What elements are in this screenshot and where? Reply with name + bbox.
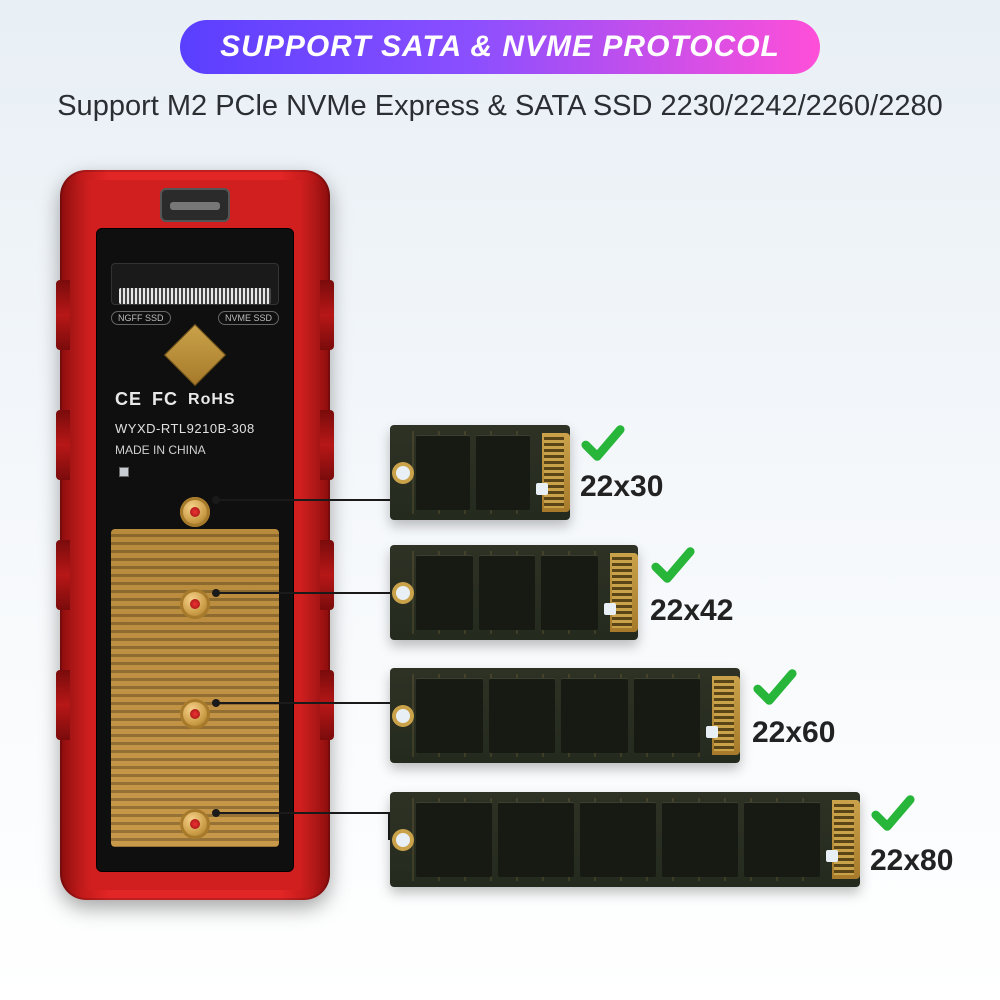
mounting-screw-2280	[180, 809, 210, 839]
ssd-chips	[416, 802, 820, 877]
chipset-cap	[164, 324, 226, 386]
ssd-mount-hole	[396, 586, 410, 600]
heatsink	[111, 529, 279, 847]
led-indicator	[119, 467, 129, 477]
ssd-chip	[476, 435, 530, 510]
heatsink-fins	[111, 529, 279, 847]
check-icon	[580, 420, 626, 466]
made-in: MADE IN CHINA	[115, 443, 206, 457]
ssd-chip	[580, 802, 656, 877]
enclosure-inner: NGFF SSD NVME SSD CE FC RoHS WYXD-RTL921…	[70, 180, 320, 890]
nvme-label: NVME SSD	[218, 311, 279, 325]
model-number: WYXD-RTL9210B-308	[115, 421, 255, 436]
ssd-enclosure: NGFF SSD NVME SSD CE FC RoHS WYXD-RTL921…	[60, 170, 330, 900]
ssd-chip	[498, 802, 574, 877]
ssd-2242	[390, 545, 638, 640]
ssd-chip	[416, 555, 473, 630]
ssd-key-notch	[536, 483, 548, 495]
lead-line	[216, 702, 390, 704]
ssd-chips	[416, 678, 700, 753]
ce-mark: CE	[115, 389, 142, 410]
size-label-2230: 22x30	[580, 470, 663, 504]
mounting-screw-2260	[180, 699, 210, 729]
ssd-key-notch	[706, 726, 718, 738]
ssd-2280	[390, 792, 860, 887]
m2-socket-pins	[119, 288, 272, 304]
ssd-key-notch	[604, 603, 616, 615]
ssd-chip	[416, 678, 483, 753]
ssd-gold-edge	[610, 553, 638, 632]
lead-line	[216, 812, 390, 814]
size-label-2260: 22x60	[752, 716, 835, 750]
ssd-chips	[416, 555, 598, 630]
ssd-2260	[390, 668, 740, 763]
ssd-chip	[634, 678, 701, 753]
pcb-board: NGFF SSD NVME SSD CE FC RoHS WYXD-RTL921…	[96, 228, 294, 872]
header-title: SUPPORT SATA & NVME PROTOCOL	[220, 30, 780, 64]
m2-socket	[111, 263, 279, 305]
ssd-chip	[479, 555, 536, 630]
certifications: CE FC RoHS	[115, 389, 275, 410]
usb-c-port	[160, 188, 230, 222]
check-icon	[870, 790, 916, 836]
size-label-2242: 22x42	[650, 594, 733, 628]
ssd-gold-edge	[542, 433, 570, 512]
ssd-chips	[416, 435, 530, 510]
fc-mark: FC	[152, 389, 178, 410]
ssd-chip	[662, 802, 738, 877]
check-icon	[650, 542, 696, 588]
lead-line	[216, 499, 390, 501]
ssd-chip	[489, 678, 556, 753]
ssd-key-notch	[826, 850, 838, 862]
ssd-gold-edge	[712, 676, 740, 755]
mounting-screw-2242	[180, 589, 210, 619]
check-icon	[752, 664, 798, 710]
ssd-mount-hole	[396, 709, 410, 723]
ssd-chip	[541, 555, 598, 630]
lead-line	[216, 592, 390, 594]
ssd-chip	[416, 802, 492, 877]
ssd-chip	[744, 802, 820, 877]
ssd-chip	[416, 435, 470, 510]
ssd-chip	[561, 678, 628, 753]
ssd-mount-hole	[396, 833, 410, 847]
mounting-screw-2230	[180, 497, 210, 527]
ngff-label: NGFF SSD	[111, 311, 171, 325]
ssd-mount-hole	[396, 466, 410, 480]
header-pill: SUPPORT SATA & NVME PROTOCOL	[180, 20, 820, 74]
ssd-gold-edge	[832, 800, 860, 879]
ssd-2230	[390, 425, 570, 520]
rohs-mark: RoHS	[188, 391, 236, 409]
size-label-2280: 22x80	[870, 844, 953, 878]
subtitle: Support M2 PCle NVMe Express & SATA SSD …	[40, 90, 960, 123]
